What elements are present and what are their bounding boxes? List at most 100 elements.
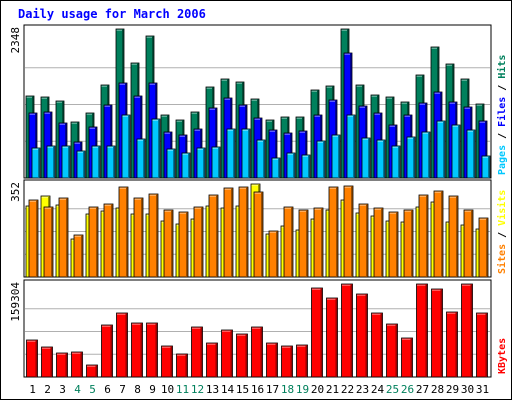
kbytes-bar — [236, 333, 248, 378]
sites-bar — [43, 206, 54, 278]
day-label-27: 27 — [416, 383, 429, 396]
pages-bar — [136, 138, 146, 179]
day-label-18: 18 — [281, 383, 294, 396]
pages-bar — [46, 145, 56, 179]
day-label-10: 10 — [161, 383, 174, 396]
kbytes-bar — [86, 364, 98, 378]
day-label-30: 30 — [461, 383, 474, 396]
panel-hits-files-pages-bars — [25, 28, 491, 179]
sites-bar — [358, 203, 369, 278]
day-label-5: 5 — [89, 383, 96, 396]
sites-bar — [73, 234, 84, 278]
panel-visits-sites-bars — [25, 183, 489, 278]
panel-kbytes: 159304 KBytes — [9, 279, 508, 378]
sites-bar — [28, 199, 39, 278]
pages-bar — [421, 131, 431, 179]
pages-bar — [391, 145, 401, 179]
kbytes-bar — [266, 342, 278, 378]
pages-bar — [121, 114, 131, 179]
pages-bar — [376, 139, 386, 179]
pages-bar — [256, 139, 266, 179]
pages-bar — [106, 145, 116, 179]
day-label-6: 6 — [104, 383, 111, 396]
sites-bar — [88, 206, 99, 278]
sites-bar — [463, 209, 474, 278]
sites-bar — [418, 194, 429, 278]
day-label-8: 8 — [134, 383, 141, 396]
day-label-29: 29 — [446, 383, 459, 396]
pages-bar — [436, 120, 446, 179]
sites-bar — [433, 190, 444, 278]
day-label-21: 21 — [326, 383, 339, 396]
day-label-7: 7 — [119, 383, 126, 396]
legend-files: Files — [496, 97, 508, 127]
legend-separator: / — [497, 127, 508, 145]
kbytes-bar — [161, 345, 173, 378]
kbytes-bar — [116, 312, 128, 378]
panel-hits-files-pages-legend: Pages / Files / Hits — [496, 55, 508, 175]
sites-bar — [328, 186, 339, 278]
day-label-19: 19 — [296, 383, 309, 396]
pages-bar — [316, 140, 326, 179]
kbytes-bar — [431, 288, 443, 378]
sites-bar — [373, 207, 384, 278]
pages-bar — [211, 146, 221, 179]
pages-bar — [286, 152, 296, 179]
pages-bar — [346, 114, 356, 179]
pages-bar — [301, 154, 311, 179]
kbytes-bar — [371, 312, 383, 378]
pages-bar — [226, 128, 236, 179]
day-label-17: 17 — [266, 383, 279, 396]
pages-bar — [91, 145, 101, 179]
pages-bar — [406, 136, 416, 179]
kbytes-bar — [356, 293, 368, 378]
day-label-14: 14 — [221, 383, 235, 396]
kbytes-bar — [296, 344, 308, 378]
sites-bar — [208, 194, 219, 278]
kbytes-bar — [101, 324, 113, 378]
sites-bar — [193, 206, 204, 278]
pages-bar — [331, 134, 341, 179]
legend-separator: / — [497, 226, 508, 244]
kbytes-bar — [311, 287, 323, 378]
sites-bar — [118, 186, 129, 278]
panel-visits-sites-max-label: 352 — [9, 182, 22, 202]
day-label-31: 31 — [476, 383, 489, 396]
sites-bar — [148, 193, 159, 278]
kbytes-bar — [176, 353, 188, 378]
pages-bar — [466, 129, 476, 179]
kbytes-bar — [401, 337, 413, 378]
kbytes-bar — [56, 352, 68, 378]
kbytes-bar — [71, 351, 83, 378]
panel-visits-sites-legend: Sites / Visits — [496, 190, 508, 274]
panel-kbytes-legend: KBytes — [497, 338, 508, 374]
day-label-23: 23 — [356, 383, 369, 396]
panel-kbytes-max-label: 159304 — [9, 282, 22, 322]
kbytes-bar — [326, 297, 338, 378]
sites-bar — [223, 187, 234, 278]
day-label-15: 15 — [236, 383, 249, 396]
kbytes-bar — [251, 326, 263, 378]
panel-kbytes-bars — [26, 283, 488, 378]
day-axis-labels: 1 2 3 4 5 6 7 8 9 10 11 12 13 14 15 16 17 18 19 20 21 22 23 24 2… — [29, 383, 489, 396]
pages-bar — [481, 155, 491, 179]
day-label-22: 22 — [341, 383, 354, 396]
pages-bar — [31, 147, 41, 179]
pages-bar — [451, 124, 461, 179]
kbytes-bar — [446, 311, 458, 378]
pages-bar — [166, 148, 176, 179]
kbytes-bar — [461, 283, 473, 378]
sites-bar — [238, 186, 249, 278]
pages-bar — [196, 147, 206, 179]
kbytes-bar — [26, 339, 38, 378]
kbytes-bar — [476, 312, 488, 378]
sites-bar — [298, 209, 309, 278]
day-label-9: 9 — [149, 383, 156, 396]
chart-title: Daily usage for March 2006 — [18, 7, 206, 21]
kbytes-bar — [131, 322, 143, 378]
day-label-4: 4 — [74, 383, 81, 396]
pages-bar — [151, 118, 161, 179]
sites-bar — [178, 211, 189, 278]
